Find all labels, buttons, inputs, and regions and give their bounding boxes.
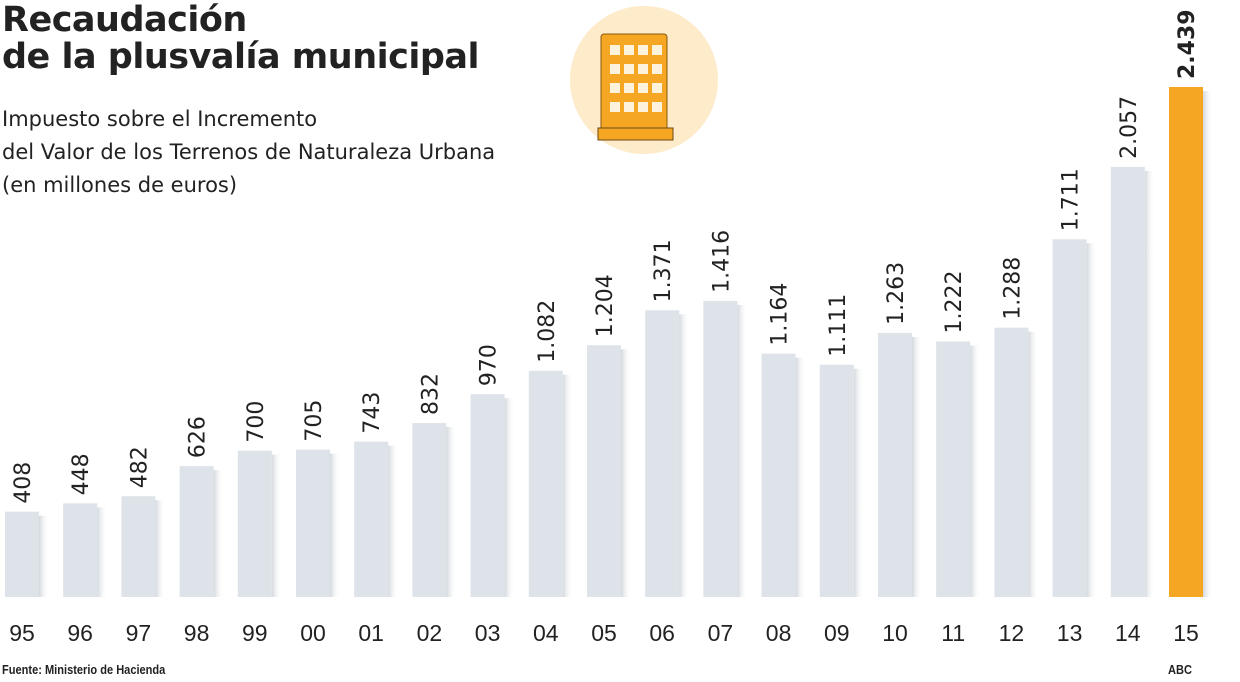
bar-shadow bbox=[388, 445, 399, 597]
x-tick-label: 97 bbox=[126, 620, 152, 646]
bar-shadow bbox=[1028, 331, 1039, 597]
bar-09 bbox=[819, 364, 854, 597]
bar-shadow bbox=[1086, 243, 1097, 597]
data-label: 1.371 bbox=[651, 239, 676, 302]
bar-15 bbox=[1169, 87, 1203, 597]
data-label: 482 bbox=[127, 446, 152, 488]
x-tick-label: 12 bbox=[999, 620, 1025, 646]
data-label: 408 bbox=[11, 462, 36, 504]
data-label: 705 bbox=[302, 400, 327, 442]
x-tick-label: 04 bbox=[533, 620, 559, 646]
x-tick-label: 10 bbox=[882, 620, 908, 646]
bar-shadow bbox=[912, 336, 922, 597]
x-tick-label: 09 bbox=[824, 620, 850, 646]
title-line: Recaudación bbox=[2, 0, 247, 40]
x-tick-label: 01 bbox=[358, 620, 384, 646]
bar-shadow bbox=[853, 368, 864, 597]
data-label: 700 bbox=[244, 401, 269, 443]
bar-06 bbox=[645, 310, 680, 597]
data-label: 2.057 bbox=[1117, 96, 1142, 159]
bar-shadow bbox=[795, 357, 806, 597]
bar-05 bbox=[587, 345, 621, 597]
bar-shadow bbox=[737, 304, 748, 597]
x-tick-label: 02 bbox=[417, 620, 443, 646]
x-tick-label: 06 bbox=[649, 620, 675, 646]
bar-13 bbox=[1052, 239, 1087, 597]
bar-shadow bbox=[621, 349, 631, 597]
bar-shadow bbox=[562, 374, 573, 597]
data-label: 1.263 bbox=[884, 262, 909, 325]
bar-shadow bbox=[446, 427, 457, 597]
bar-shadow bbox=[504, 398, 515, 597]
bar-03 bbox=[470, 394, 505, 597]
data-label: 1.111 bbox=[826, 294, 851, 357]
bar-97 bbox=[121, 496, 156, 597]
source-note: Fuente: Ministerio de Hacienda bbox=[2, 662, 166, 677]
x-tick-label: 95 bbox=[9, 620, 35, 646]
data-label: 1.204 bbox=[593, 274, 618, 337]
data-label: 626 bbox=[186, 416, 211, 458]
x-tick-label: 98 bbox=[184, 620, 210, 646]
bar-shadow bbox=[330, 453, 340, 597]
x-tick-label: 14 bbox=[1115, 620, 1141, 646]
bar-14 bbox=[1110, 166, 1145, 597]
bar-95 bbox=[5, 511, 39, 597]
subtitle-line: del Valor de los Terrenos de Naturaleza … bbox=[2, 140, 496, 164]
bar-shadow bbox=[155, 500, 166, 597]
x-tick-label: 00 bbox=[300, 620, 326, 646]
bar-shadow bbox=[679, 314, 690, 597]
bar-shadow bbox=[1144, 170, 1155, 597]
bar-04 bbox=[528, 370, 563, 597]
data-label: 1.711 bbox=[1059, 168, 1084, 231]
data-label: 970 bbox=[477, 344, 502, 386]
bar-07 bbox=[703, 300, 738, 597]
subtitle-line: Impuesto sobre el Incremento bbox=[2, 107, 318, 131]
data-label: 1.082 bbox=[535, 300, 560, 363]
x-tick-label: 08 bbox=[766, 620, 792, 646]
chart-subtitle: Impuesto sobre el Incremento del Valor d… bbox=[2, 103, 495, 202]
data-label: 1.288 bbox=[1000, 257, 1025, 320]
data-label: 1.164 bbox=[768, 283, 793, 346]
x-tick-label: 05 bbox=[591, 620, 617, 646]
credit: ABC bbox=[1168, 662, 1192, 677]
bar-02 bbox=[412, 423, 447, 597]
chart-title: Recaudación de la plusvalía municipal bbox=[2, 0, 480, 77]
bar-shadow bbox=[213, 470, 224, 597]
bar-08 bbox=[761, 353, 796, 597]
data-label: 743 bbox=[360, 392, 385, 434]
bar-shadow bbox=[97, 507, 108, 597]
bar-00 bbox=[296, 449, 330, 597]
x-tick-label: 13 bbox=[1057, 620, 1083, 646]
bar-10 bbox=[878, 332, 912, 597]
x-tick-label: 03 bbox=[475, 620, 501, 646]
bar-98 bbox=[179, 466, 214, 597]
data-label: 2.439 bbox=[1175, 9, 1200, 79]
bar-shadow bbox=[39, 515, 49, 597]
bar-shadow bbox=[1203, 91, 1213, 597]
data-label: 832 bbox=[418, 373, 443, 415]
bar-11 bbox=[936, 341, 971, 597]
x-tick-label: 11 bbox=[941, 620, 965, 646]
bar-99 bbox=[237, 450, 272, 597]
bar-01 bbox=[354, 441, 389, 597]
bar-96 bbox=[63, 503, 98, 597]
x-tick-label: 15 bbox=[1173, 620, 1199, 646]
bar-shadow bbox=[970, 345, 981, 597]
subtitle-line: (en millones de euros) bbox=[2, 173, 238, 197]
bar-12 bbox=[994, 327, 1029, 597]
x-tick-label: 96 bbox=[67, 620, 93, 646]
title-line: de la plusvalía municipal bbox=[2, 37, 480, 77]
x-tick-label: 07 bbox=[708, 620, 734, 646]
data-label: 448 bbox=[69, 453, 94, 495]
data-label: 1.416 bbox=[709, 230, 734, 293]
data-label: 1.222 bbox=[942, 270, 967, 333]
x-tick-label: 99 bbox=[242, 620, 268, 646]
building-icon bbox=[570, 6, 718, 154]
bar-shadow bbox=[271, 454, 282, 597]
